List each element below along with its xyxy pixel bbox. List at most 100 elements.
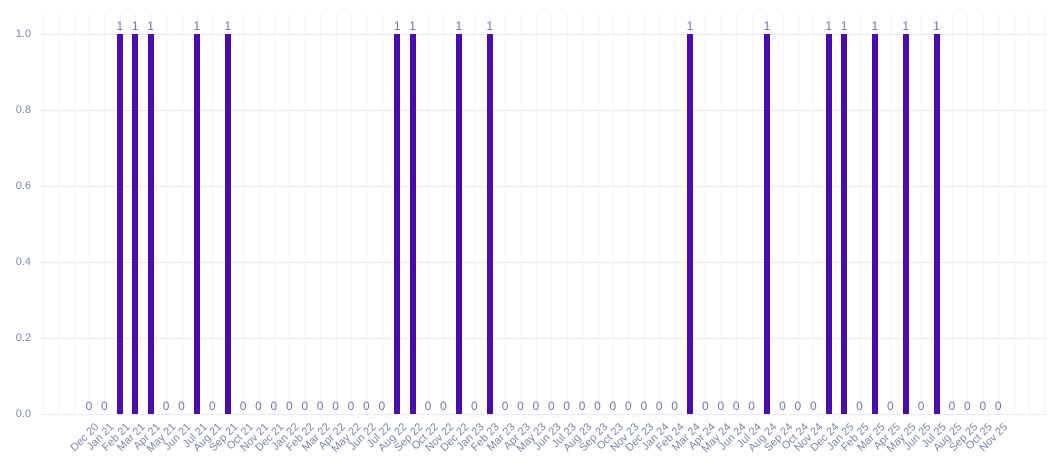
- bar[interactable]: [147, 34, 154, 414]
- y-tick-label: 0.0: [15, 408, 31, 420]
- bar[interactable]: [224, 34, 231, 414]
- bar[interactable]: [132, 34, 139, 414]
- vertical-gridline: [520, 13, 522, 414]
- y-tick-label: 0.8: [15, 104, 31, 116]
- bar[interactable]: [841, 34, 848, 414]
- bar[interactable]: [409, 34, 416, 414]
- vertical-gridline: [1044, 13, 1046, 414]
- horizontal-gridline: [40, 338, 1047, 339]
- vertical-gridline: [381, 13, 383, 414]
- bar[interactable]: [394, 34, 401, 414]
- bar-value-label: 0: [625, 399, 632, 413]
- bar[interactable]: [116, 34, 123, 414]
- bar-value-label: 0: [162, 399, 170, 413]
- bar[interactable]: [825, 34, 832, 414]
- bar-value-label: 1: [686, 19, 694, 33]
- vertical-gridline: [535, 13, 537, 414]
- bar-value-label: 0: [424, 399, 432, 413]
- vertical-gridline: [566, 13, 568, 414]
- bar-value-label: 0: [178, 399, 185, 413]
- bar-value-label: 0: [671, 399, 678, 413]
- bar-value-label: 1: [486, 19, 494, 33]
- bar-value-label: 1: [933, 19, 940, 33]
- horizontal-gridline: [40, 186, 1047, 187]
- bar-value-label: 0: [255, 399, 262, 413]
- bar[interactable]: [902, 34, 909, 414]
- bar-value-label: 1: [131, 19, 139, 33]
- vertical-gridline: [551, 13, 553, 414]
- bar-value-label: 0: [794, 399, 802, 413]
- bar-value-label: 0: [994, 399, 1002, 413]
- vertical-gridline: [304, 13, 306, 414]
- bar-value-label: 0: [594, 399, 601, 413]
- bar-value-label: 0: [532, 399, 540, 413]
- bar[interactable]: [455, 34, 462, 414]
- bar[interactable]: [687, 34, 693, 414]
- bar-value-label: 0: [856, 399, 863, 413]
- vertical-gridline: [890, 13, 892, 414]
- vertical-gridline: [258, 13, 260, 414]
- horizontal-gridline: [40, 262, 1047, 263]
- bar-value-label: 1: [116, 19, 124, 33]
- bar-value-label: 0: [440, 399, 447, 413]
- vertical-gridline: [1013, 13, 1015, 414]
- bar-value-label: 0: [470, 399, 478, 413]
- bar-value-label: 0: [809, 399, 817, 413]
- vertical-gridline: [289, 13, 291, 414]
- bar-value-label: 0: [208, 399, 216, 413]
- vertical-gridline: [736, 13, 738, 414]
- bar[interactable]: [871, 34, 878, 414]
- vertical-gridline: [42, 13, 44, 414]
- vertical-gridline: [643, 13, 645, 414]
- bar-value-label: 0: [748, 399, 755, 413]
- y-tick-label: 1.0: [15, 28, 31, 40]
- vertical-gridline: [351, 13, 352, 414]
- vertical-gridline: [674, 13, 676, 414]
- bar-value-label: 0: [640, 399, 648, 413]
- bar[interactable]: [193, 34, 200, 414]
- vertical-gridline: [181, 13, 183, 414]
- bar-value-label: 1: [902, 19, 910, 33]
- vertical-gridline: [474, 13, 476, 414]
- vertical-gridline: [982, 13, 984, 414]
- bar-value-label: 0: [347, 399, 355, 413]
- bar[interactable]: [764, 34, 770, 414]
- bar-value-label: 1: [224, 19, 232, 33]
- plot-area[interactable]: [40, 13, 1047, 414]
- vertical-gridline: [1029, 13, 1030, 414]
- bar[interactable]: [486, 34, 493, 414]
- vertical-gridline: [443, 13, 445, 414]
- bar-value-label: 0: [363, 399, 370, 413]
- bar-value-label: 0: [101, 399, 108, 413]
- bar-value-label: 0: [316, 399, 324, 413]
- horizontal-gridline: [40, 110, 1047, 111]
- y-tick-label: 0.6: [15, 180, 31, 192]
- vertical-gridline: [612, 13, 614, 414]
- bar-value-label: 0: [501, 399, 509, 413]
- vertical-gridline: [952, 13, 953, 414]
- bar-value-label: 0: [301, 399, 309, 413]
- bar-value-label: 1: [840, 19, 848, 33]
- horizontal-gridline: [40, 34, 1047, 35]
- vertical-gridline: [58, 13, 60, 414]
- vertical-gridline: [212, 13, 214, 414]
- bar-value-label: 0: [378, 399, 386, 413]
- vertical-gridline: [320, 13, 322, 414]
- horizontal-gridline: [40, 414, 1047, 415]
- bar-value-label: 0: [948, 399, 956, 413]
- bar-value-label: 1: [147, 19, 154, 33]
- vertical-gridline: [659, 13, 661, 414]
- vertical-gridline: [89, 13, 90, 414]
- vertical-gridline: [366, 13, 368, 414]
- vertical-gridline: [273, 13, 275, 414]
- bar[interactable]: [933, 34, 940, 414]
- bar-value-label: 0: [979, 399, 987, 413]
- bar-value-label: 0: [609, 399, 617, 413]
- vertical-gridline: [998, 13, 1000, 414]
- vertical-gridline: [335, 13, 337, 414]
- bar-value-label: 0: [285, 399, 293, 413]
- bar-value-label: 0: [239, 399, 247, 413]
- y-tick-label: 0.4: [15, 256, 31, 268]
- vertical-gridline: [166, 13, 168, 414]
